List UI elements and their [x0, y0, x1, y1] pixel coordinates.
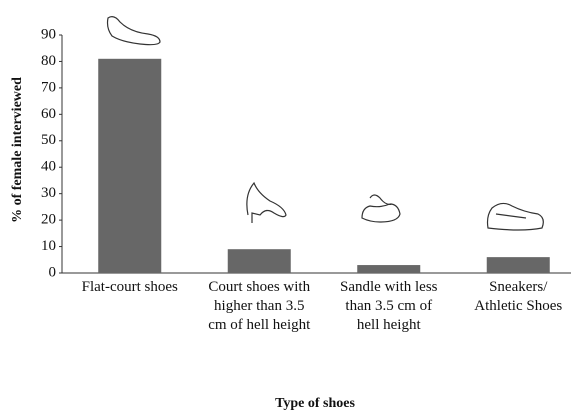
- x-tick-label: Flat-court shoes: [78, 278, 182, 297]
- y-tick-label: 30: [41, 185, 56, 201]
- y-tick-label: 70: [41, 79, 56, 95]
- chart-page: % of female interviewed Type of shoes 0 1…: [0, 0, 571, 414]
- x-tick-label: Court shoes with higher than 3.5 cm of h…: [207, 278, 311, 335]
- shoe-icons: [108, 17, 544, 230]
- y-tick-label: 50: [41, 132, 56, 148]
- bar: [487, 257, 550, 273]
- y-tick-label: 90: [41, 26, 56, 42]
- bar: [98, 59, 161, 273]
- y-tick-label: 20: [41, 212, 56, 228]
- y-tick-label: 0: [49, 264, 57, 280]
- y-tick-label: 60: [41, 106, 56, 122]
- chart: % of female interviewed Type of shoes 0 1…: [0, 0, 571, 414]
- bar: [228, 249, 291, 273]
- y-tick-label: 10: [41, 238, 56, 254]
- x-axis-title: Type of shoes: [275, 396, 355, 411]
- x-tick-label: Sandle with less than 3.5 cm of hell hei…: [337, 278, 441, 335]
- bar: [357, 265, 420, 273]
- y-tick-label: 40: [41, 159, 56, 175]
- x-tick-label: Sneakers/ Athletic Shoes: [466, 278, 570, 316]
- y-axis-title: % of female interviewed: [10, 77, 25, 223]
- y-tick-label: 80: [41, 53, 56, 69]
